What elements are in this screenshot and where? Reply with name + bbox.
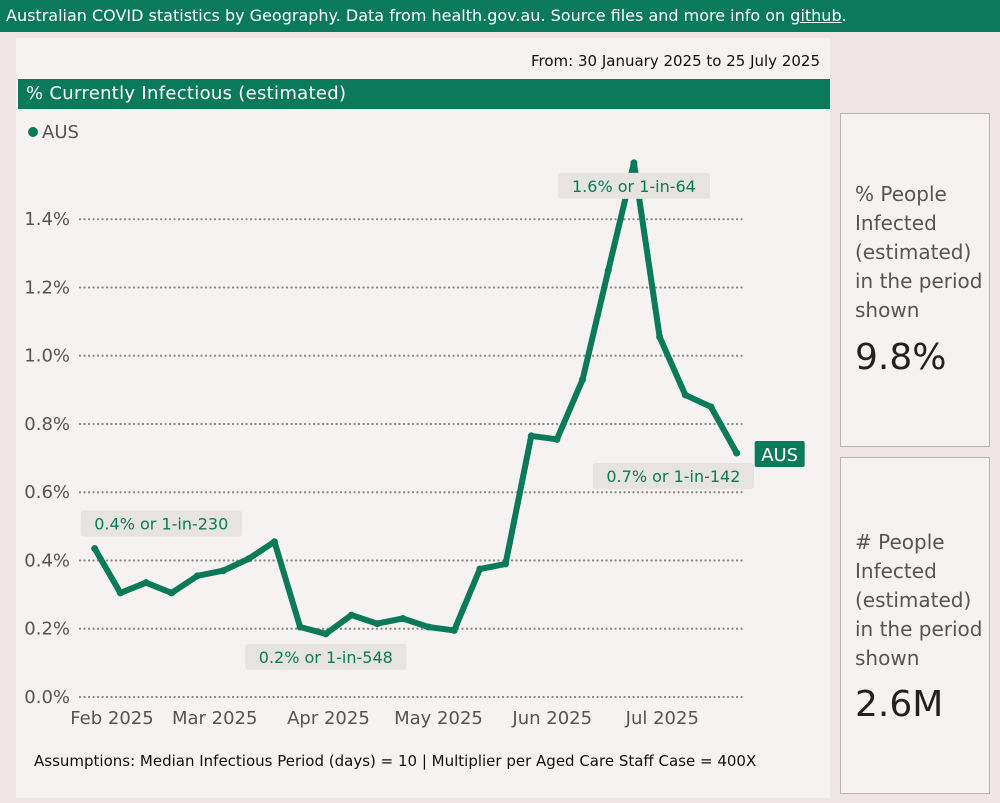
header-suffix: .	[841, 6, 847, 25]
data-point	[373, 620, 381, 628]
data-point	[322, 630, 330, 638]
annotation-label: 0.7% or 1-in-142	[606, 467, 740, 486]
annotation-label: 0.2% or 1-in-548	[259, 648, 393, 667]
annotation-box	[592, 462, 754, 489]
stat-card-value: 2.6M	[855, 684, 944, 725]
data-point	[193, 572, 201, 580]
data-point	[219, 567, 227, 575]
x-tick-label: May 2025	[394, 708, 483, 729]
data-point	[476, 565, 484, 573]
data-point	[142, 579, 150, 587]
y-tick-label: 0.2%	[24, 619, 70, 640]
y-tick-label: 1.2%	[24, 277, 70, 298]
stat-card-percent-infected: % People Infected (estimated) in the per…	[840, 113, 990, 447]
stat-card-number-infected: # People Infected (estimated) in the per…	[840, 457, 990, 794]
annotation-box	[557, 172, 710, 199]
data-point	[579, 376, 587, 384]
x-tick-label: Jun 2025	[511, 708, 592, 729]
annotation-label: 1.6% or 1-in-64	[572, 177, 696, 196]
annotation-box	[80, 510, 242, 537]
data-point	[707, 403, 715, 411]
legend-marker	[28, 127, 38, 137]
data-point	[630, 159, 638, 167]
annotation-box	[245, 643, 407, 670]
y-tick-label: 0.4%	[24, 550, 70, 571]
data-point	[270, 538, 278, 546]
stat-card-label: # People Infected (estimated) in the per…	[855, 530, 983, 670]
top-header: Australian COVID statistics by Geography…	[0, 0, 1000, 32]
data-point	[527, 432, 535, 440]
data-point	[425, 623, 433, 631]
y-tick-label: 0.8%	[24, 414, 70, 435]
x-tick-label: Feb 2025	[70, 708, 153, 729]
stat-card-label: % People Infected (estimated) in the per…	[855, 182, 983, 322]
annotation-label: 0.4% or 1-in-230	[94, 515, 228, 534]
data-point	[296, 623, 304, 631]
legend-entry: AUS	[42, 122, 79, 143]
data-point	[91, 545, 99, 553]
x-tick-label: Mar 2025	[172, 708, 258, 729]
y-tick-label: 0.0%	[24, 687, 70, 708]
data-point	[399, 615, 407, 623]
data-point	[656, 333, 664, 341]
end-label-badge	[754, 440, 805, 467]
header-text: Australian COVID statistics by Geography…	[6, 6, 791, 25]
data-point	[116, 589, 124, 597]
data-point	[681, 391, 689, 399]
chart-panel: From: 30 January 2025 to 25 July 2025 % …	[16, 38, 830, 798]
data-point	[450, 626, 458, 634]
y-tick-label: 1.4%	[24, 209, 70, 230]
data-point	[168, 589, 176, 597]
assumptions-text: Assumptions: Median Infectious Period (d…	[34, 752, 757, 770]
data-point	[733, 449, 741, 457]
x-tick-label: Apr 2025	[287, 708, 370, 729]
date-range-label: From: 30 January 2025 to 25 July 2025	[530, 52, 820, 70]
series-line-aus	[91, 159, 740, 637]
chart-title: % Currently Infectious (estimated)	[18, 79, 830, 109]
data-point	[553, 435, 561, 443]
data-point	[245, 555, 253, 563]
data-point	[604, 266, 612, 274]
x-tick-label: Jul 2025	[625, 708, 699, 729]
data-point	[502, 560, 510, 568]
data-point	[347, 611, 355, 619]
line-chart[interactable]: 0.0% 0.2% 0.4% 0.6% 0.8% 1.0% 1.2% 1.4% Feb 2025…	[16, 38, 830, 738]
stat-card-value: 9.8%	[855, 337, 947, 378]
y-tick-label: 1.0%	[24, 346, 70, 367]
end-label-text: AUS	[761, 445, 798, 466]
y-tick-label: 0.6%	[24, 482, 70, 503]
github-link[interactable]: github	[790, 6, 842, 25]
